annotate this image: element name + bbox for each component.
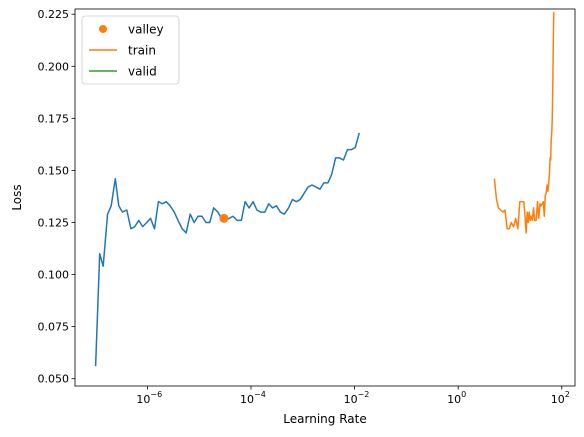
x-tick-exponent: −4	[254, 390, 266, 399]
x-tick-label: 10	[551, 393, 565, 406]
axis-ticks: 0.050 0.075 0.100 0.125 0.150 0.175 0.200 0.225…	[38, 8, 570, 406]
legend-label-valid: valid	[128, 65, 157, 79]
y-tick-label: 0.100	[38, 269, 70, 282]
x-tick-label: 10	[240, 393, 254, 406]
x-tick-exponent: −2	[358, 390, 370, 399]
series-line-loss-0	[94, 132, 360, 367]
legend-box	[81, 15, 180, 85]
y-axis-label: Loss	[10, 184, 24, 210]
x-tick-label: 10	[344, 393, 358, 406]
legend-label-train: train	[128, 44, 156, 58]
legend-label-valley: valley	[128, 23, 164, 37]
x-tick-exponent: −6	[150, 390, 162, 399]
valley-point	[219, 213, 229, 223]
legend-marker-valley	[99, 25, 107, 33]
y-tick-label: 0.075	[38, 321, 70, 334]
y-tick-label: 0.150	[38, 164, 70, 177]
y-tick-label: 0.175	[38, 112, 70, 125]
x-tick-exponent: 2	[565, 390, 570, 399]
series-line-train	[493, 12, 555, 234]
y-tick-label: 0.125	[38, 216, 70, 229]
x-tick-exponent: 0	[461, 390, 466, 399]
axes-frame	[74, 8, 576, 387]
y-tick-label: 0.050	[38, 373, 70, 386]
legend: valley train valid	[81, 15, 180, 85]
x-axis-label: Learning Rate	[283, 412, 366, 426]
plot-area	[94, 12, 555, 367]
x-tick-label: 10	[136, 393, 150, 406]
x-tick-label: 10	[447, 393, 461, 406]
y-tick-label: 0.225	[38, 8, 70, 21]
y-tick-label: 0.200	[38, 60, 70, 73]
